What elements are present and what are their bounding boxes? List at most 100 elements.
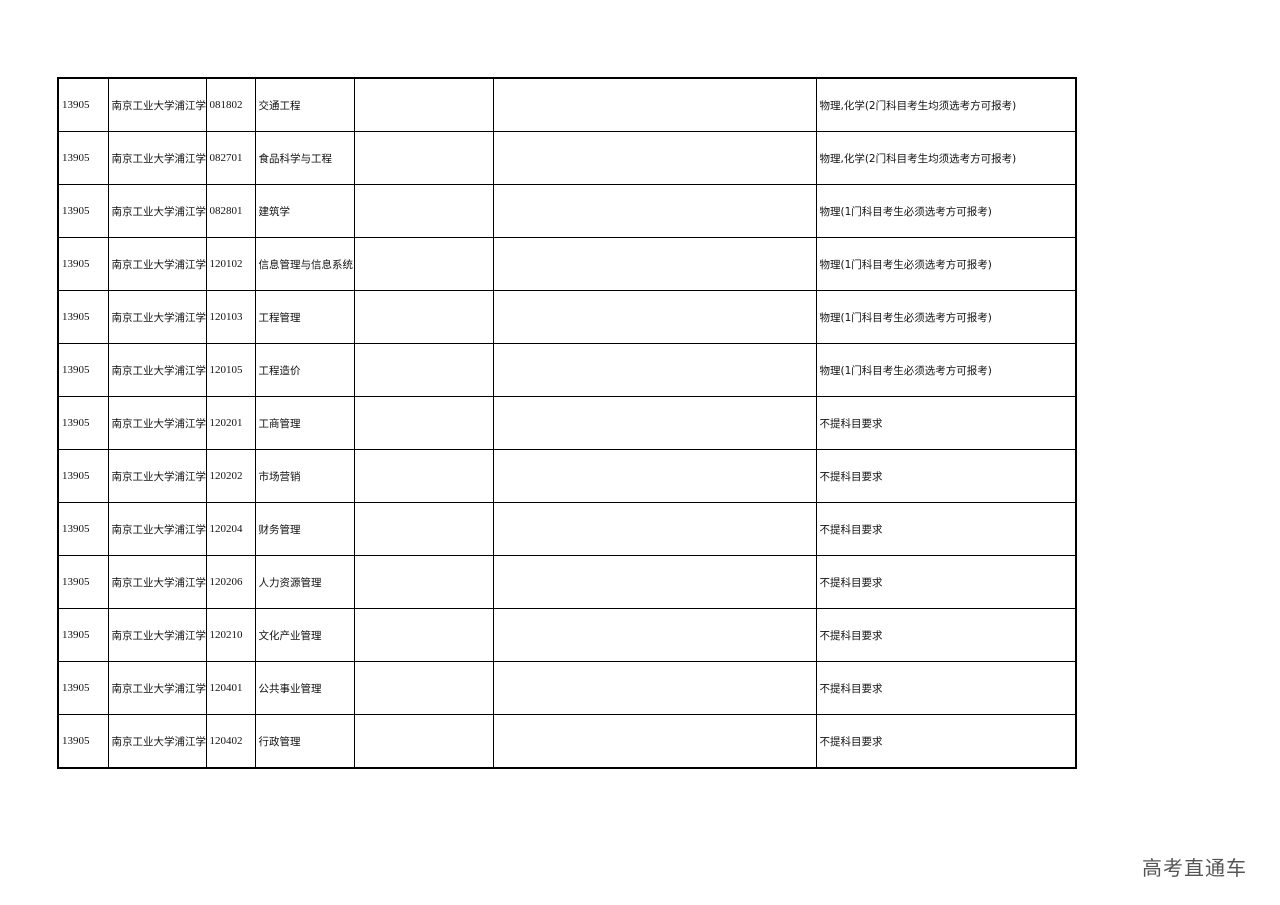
blank-cell-2	[492, 502, 817, 556]
blank-cell-1	[353, 502, 494, 556]
major-code-cell: 120210	[205, 608, 256, 662]
major-name-cell: 食品科学与工程	[254, 131, 355, 185]
table-row: 13905 南京工业大学浦江学 120206 人力资源管理 不提科目要求	[57, 555, 1077, 609]
school-name-cell: 南京工业大学浦江学	[107, 714, 207, 769]
school-name-cell: 南京工业大学浦江学	[107, 184, 207, 238]
school-code-cell: 13905	[57, 396, 109, 450]
school-name-cell: 南京工业大学浦江学	[107, 396, 207, 450]
school-code-cell: 13905	[57, 661, 109, 715]
subject-requirements-table: 13905 南京工业大学浦江学 081802 交通工程 物理,化学(2门科目考生均须选考…	[57, 77, 1077, 769]
major-code-cell: 120401	[205, 661, 256, 715]
school-name-cell: 南京工业大学浦江学	[107, 237, 207, 291]
blank-cell-1	[353, 343, 494, 397]
major-code-cell: 120202	[205, 449, 256, 503]
blank-cell-1	[353, 714, 494, 769]
table-row: 13905 南京工业大学浦江学 120202 市场营销 不提科目要求	[57, 449, 1077, 503]
subject-requirement-cell: 物理(1门科目考生必须选考方可报考)	[815, 184, 1077, 238]
school-code-cell: 13905	[57, 608, 109, 662]
table-row: 13905 南京工业大学浦江学 081802 交通工程 物理,化学(2门科目考生均须选考…	[57, 77, 1077, 132]
school-name-cell: 南京工业大学浦江学	[107, 608, 207, 662]
major-code-cell: 082801	[205, 184, 256, 238]
subject-requirement-cell: 不提科目要求	[815, 502, 1077, 556]
subject-requirement-cell: 不提科目要求	[815, 449, 1077, 503]
subject-requirement-cell: 不提科目要求	[815, 714, 1077, 769]
school-code-cell: 13905	[57, 714, 109, 769]
subject-requirement-cell: 物理(1门科目考生必须选考方可报考)	[815, 237, 1077, 291]
blank-cell-1	[353, 555, 494, 609]
blank-cell-2	[492, 396, 817, 450]
major-code-cell: 120402	[205, 714, 256, 769]
school-code-cell: 13905	[57, 237, 109, 291]
major-code-cell: 120201	[205, 396, 256, 450]
table-row: 13905 南京工业大学浦江学 120402 行政管理 不提科目要求	[57, 714, 1077, 769]
school-code-cell: 13905	[57, 343, 109, 397]
major-code-cell: 120105	[205, 343, 256, 397]
blank-cell-1	[353, 608, 494, 662]
table-row: 13905 南京工业大学浦江学 120201 工商管理 不提科目要求	[57, 396, 1077, 450]
major-code-cell: 082701	[205, 131, 256, 185]
major-name-cell: 工程管理	[254, 290, 355, 344]
subject-requirement-cell: 不提科目要求	[815, 396, 1077, 450]
blank-cell-1	[353, 237, 494, 291]
major-name-cell: 交通工程	[254, 77, 355, 132]
school-code-cell: 13905	[57, 449, 109, 503]
major-name-cell: 市场营销	[254, 449, 355, 503]
subject-requirement-cell: 不提科目要求	[815, 555, 1077, 609]
blank-cell-2	[492, 714, 817, 769]
major-name-cell: 人力资源管理	[254, 555, 355, 609]
blank-cell-1	[353, 661, 494, 715]
major-code-cell: 120102	[205, 237, 256, 291]
major-name-cell: 财务管理	[254, 502, 355, 556]
major-name-cell: 公共事业管理	[254, 661, 355, 715]
table-row: 13905 南京工业大学浦江学 120103 工程管理 物理(1门科目考生必须选考方可报…	[57, 290, 1077, 344]
blank-cell-1	[353, 131, 494, 185]
school-code-cell: 13905	[57, 184, 109, 238]
school-name-cell: 南京工业大学浦江学	[107, 449, 207, 503]
school-name-cell: 南京工业大学浦江学	[107, 343, 207, 397]
subject-requirement-cell: 不提科目要求	[815, 661, 1077, 715]
school-code-cell: 13905	[57, 502, 109, 556]
watermark: 高考直通车	[1142, 856, 1247, 880]
subject-requirement-cell: 不提科目要求	[815, 608, 1077, 662]
table-row: 13905 南京工业大学浦江学 120102 信息管理与信息系统 物理(1门科目考生必须…	[57, 237, 1077, 291]
table-row: 13905 南京工业大学浦江学 120210 文化产业管理 不提科目要求	[57, 608, 1077, 662]
school-name-cell: 南京工业大学浦江学	[107, 661, 207, 715]
blank-cell-2	[492, 608, 817, 662]
blank-cell-1	[353, 396, 494, 450]
blank-cell-1	[353, 184, 494, 238]
blank-cell-1	[353, 77, 494, 132]
table-row: 13905 南京工业大学浦江学 120401 公共事业管理 不提科目要求	[57, 661, 1077, 715]
blank-cell-2	[492, 449, 817, 503]
subject-requirement-cell: 物理(1门科目考生必须选考方可报考)	[815, 290, 1077, 344]
subject-requirement-cell: 物理,化学(2门科目考生均须选考方可报考)	[815, 131, 1077, 185]
blank-cell-2	[492, 184, 817, 238]
major-code-cell: 120103	[205, 290, 256, 344]
subject-requirement-cell: 物理,化学(2门科目考生均须选考方可报考)	[815, 77, 1077, 132]
blank-cell-2	[492, 555, 817, 609]
major-name-cell: 文化产业管理	[254, 608, 355, 662]
table-row: 13905 南京工业大学浦江学 120204 财务管理 不提科目要求	[57, 502, 1077, 556]
school-code-cell: 13905	[57, 555, 109, 609]
subject-requirement-cell: 物理(1门科目考生必须选考方可报考)	[815, 343, 1077, 397]
table-row: 13905 南京工业大学浦江学 120105 工程造价 物理(1门科目考生必须选考方可报…	[57, 343, 1077, 397]
major-name-cell: 工商管理	[254, 396, 355, 450]
major-code-cell: 120206	[205, 555, 256, 609]
blank-cell-2	[492, 77, 817, 132]
blank-cell-1	[353, 449, 494, 503]
school-name-cell: 南京工业大学浦江学	[107, 77, 207, 132]
table-row: 13905 南京工业大学浦江学 082801 建筑学 物理(1门科目考生必须选考方可报考…	[57, 184, 1077, 238]
blank-cell-2	[492, 290, 817, 344]
blank-cell-2	[492, 237, 817, 291]
school-code-cell: 13905	[57, 290, 109, 344]
table-row: 13905 南京工业大学浦江学 082701 食品科学与工程 物理,化学(2门科目考生均…	[57, 131, 1077, 185]
major-name-cell: 行政管理	[254, 714, 355, 769]
major-code-cell: 081802	[205, 77, 256, 132]
school-code-cell: 13905	[57, 77, 109, 132]
blank-cell-1	[353, 290, 494, 344]
major-name-cell: 工程造价	[254, 343, 355, 397]
major-code-cell: 120204	[205, 502, 256, 556]
blank-cell-2	[492, 661, 817, 715]
major-name-cell: 建筑学	[254, 184, 355, 238]
blank-cell-2	[492, 131, 817, 185]
school-name-cell: 南京工业大学浦江学	[107, 502, 207, 556]
